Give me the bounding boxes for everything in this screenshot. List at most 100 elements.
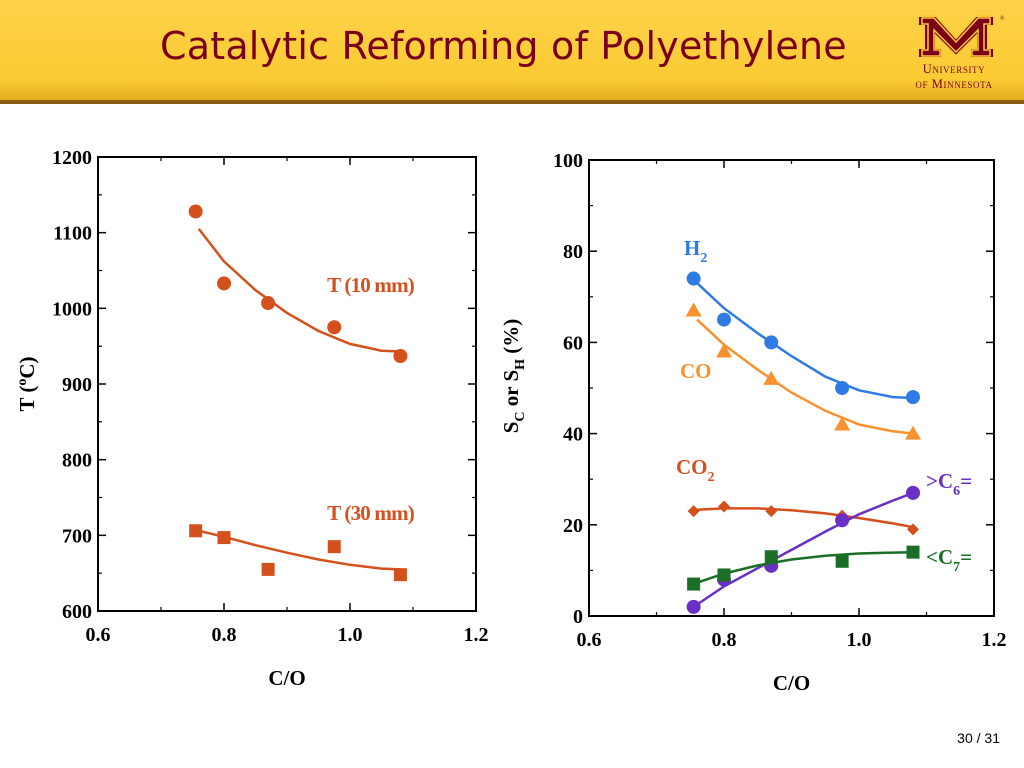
data-point-h2: [835, 381, 850, 395]
label-subscript: 6: [953, 484, 960, 499]
series-label-c6: >C6=: [926, 469, 972, 499]
data-point-t-10-mm: [393, 349, 408, 364]
x-tick-label: 0.6: [86, 624, 111, 646]
data-point-c6: [906, 485, 920, 500]
data-point-t-10-mm: [217, 276, 231, 291]
label-text: CO: [676, 455, 708, 479]
slide-title: Catalytic Reforming of Polyethylene: [160, 24, 847, 68]
plot-frame: [97, 156, 477, 612]
y-label-part: C: [513, 411, 528, 421]
data-point-t-30-mm: [189, 524, 203, 538]
data-point-h2: [686, 271, 701, 286]
y-label-part: (%): [499, 319, 523, 359]
data-point-co2: [687, 505, 700, 518]
y-tick-label: 100: [553, 150, 583, 172]
y-tick-label: 800: [62, 450, 92, 472]
data-point-c7: [906, 545, 920, 559]
series-label-t10: T (10 mm): [327, 273, 415, 297]
fit-line-h2: [696, 282, 914, 400]
series-co: [685, 302, 921, 440]
temperature-chart: 0.6 0.8 1.0 1.2 600 700 800 900 1000 1100 1200 C/O T…: [15, 147, 489, 690]
y-tick-label: 1000: [52, 298, 92, 320]
y-tick-label: 1100: [53, 223, 92, 245]
fit-line-c6: [696, 491, 914, 606]
data-point-t-10-mm: [261, 296, 276, 311]
series-label-h2: H2: [684, 236, 707, 266]
data-point-t-10-mm: [188, 204, 203, 219]
y-tick-label: 1200: [52, 147, 92, 169]
data-point-c6: [686, 599, 701, 614]
y-label-degree: o: [15, 379, 30, 386]
y-tick-label: 80: [563, 241, 583, 263]
data-point-co: [834, 416, 851, 431]
fit-line-co: [696, 318, 914, 435]
data-point-t-30-mm: [217, 531, 231, 545]
page-number: 30 / 31: [957, 730, 1000, 746]
data-point-co: [685, 302, 702, 317]
label-subscript: 7: [953, 560, 960, 575]
data-point-t-30-mm: [327, 540, 341, 554]
data-point-h2: [764, 335, 779, 350]
y-label-part: T (: [15, 386, 39, 412]
data-point-c6: [835, 513, 850, 528]
label-subscript: 2: [708, 470, 715, 485]
data-point-c7: [717, 568, 731, 582]
label-subscript: 2: [700, 251, 707, 266]
y-tick-label: 20: [563, 515, 583, 537]
data-point-h2: [906, 390, 920, 405]
label-suffix: =: [960, 469, 972, 493]
label-suffix: =: [960, 545, 972, 569]
y-label-part: S: [499, 422, 523, 434]
series-label-co: CO: [680, 359, 712, 383]
series-t-30-mm: [189, 524, 407, 582]
series-label-c7: <C7=: [926, 545, 972, 575]
slide-header: Catalytic Reforming of Polyethylene ® Un…: [0, 0, 1024, 104]
svg-text:®: ®: [1000, 15, 1005, 22]
university-wordmark: University of Minnesota: [892, 62, 1016, 92]
data-point-c7: [835, 554, 849, 568]
x-tick-label: 1.2: [982, 629, 1007, 651]
data-point-t-10-mm: [327, 320, 342, 335]
label-text: CO: [680, 359, 712, 383]
y-tick-label: 40: [563, 424, 583, 446]
data-point-co2: [907, 523, 919, 536]
data-point-co2: [718, 500, 730, 513]
fit-line-t-10-mm: [197, 228, 401, 353]
data-point-c7: [687, 577, 701, 591]
x-tick-label: 1.0: [847, 629, 872, 651]
data-point-c7: [764, 550, 778, 564]
y-tick-label: 60: [563, 332, 583, 354]
x-tick-label: 1.2: [464, 624, 489, 646]
series-label-t30: T (30 mm): [327, 501, 415, 525]
data-point-co2: [765, 505, 778, 518]
y-tick-label: 0: [573, 606, 583, 628]
series-co2: [687, 500, 919, 536]
x-axis-label: C/O: [773, 671, 810, 695]
y-tick-label: 700: [62, 525, 92, 547]
fit-line-co2: [696, 507, 914, 529]
y-axis-label: SC or SH (%): [499, 319, 528, 434]
label-text: >C: [926, 469, 953, 493]
series-label-co2: CO2: [676, 455, 715, 485]
data-point-h2: [717, 312, 731, 327]
label-text: H: [684, 236, 700, 260]
x-tick-label: 0.8: [712, 629, 737, 651]
y-label-part: C): [15, 356, 39, 378]
series-c7: [687, 545, 920, 591]
y-axis-label: T (oC): [15, 356, 39, 411]
x-tick-label: 0.6: [577, 629, 602, 651]
series-t-10-mm: [188, 204, 408, 364]
y-label-part: or S: [499, 370, 523, 412]
data-point-t-30-mm: [393, 568, 407, 582]
x-tick-label: 1.0: [338, 624, 363, 646]
y-tick-label: 900: [62, 374, 92, 396]
x-axis-label: C/O: [268, 666, 305, 690]
x-tick-label: 0.8: [212, 624, 237, 646]
data-point-co: [716, 343, 732, 358]
label-text: <C: [926, 545, 953, 569]
y-tick-label: 600: [62, 601, 92, 623]
wordmark-line-2: of Minnesota: [915, 77, 993, 91]
series-h2: [686, 271, 920, 405]
data-point-t-30-mm: [261, 562, 275, 576]
